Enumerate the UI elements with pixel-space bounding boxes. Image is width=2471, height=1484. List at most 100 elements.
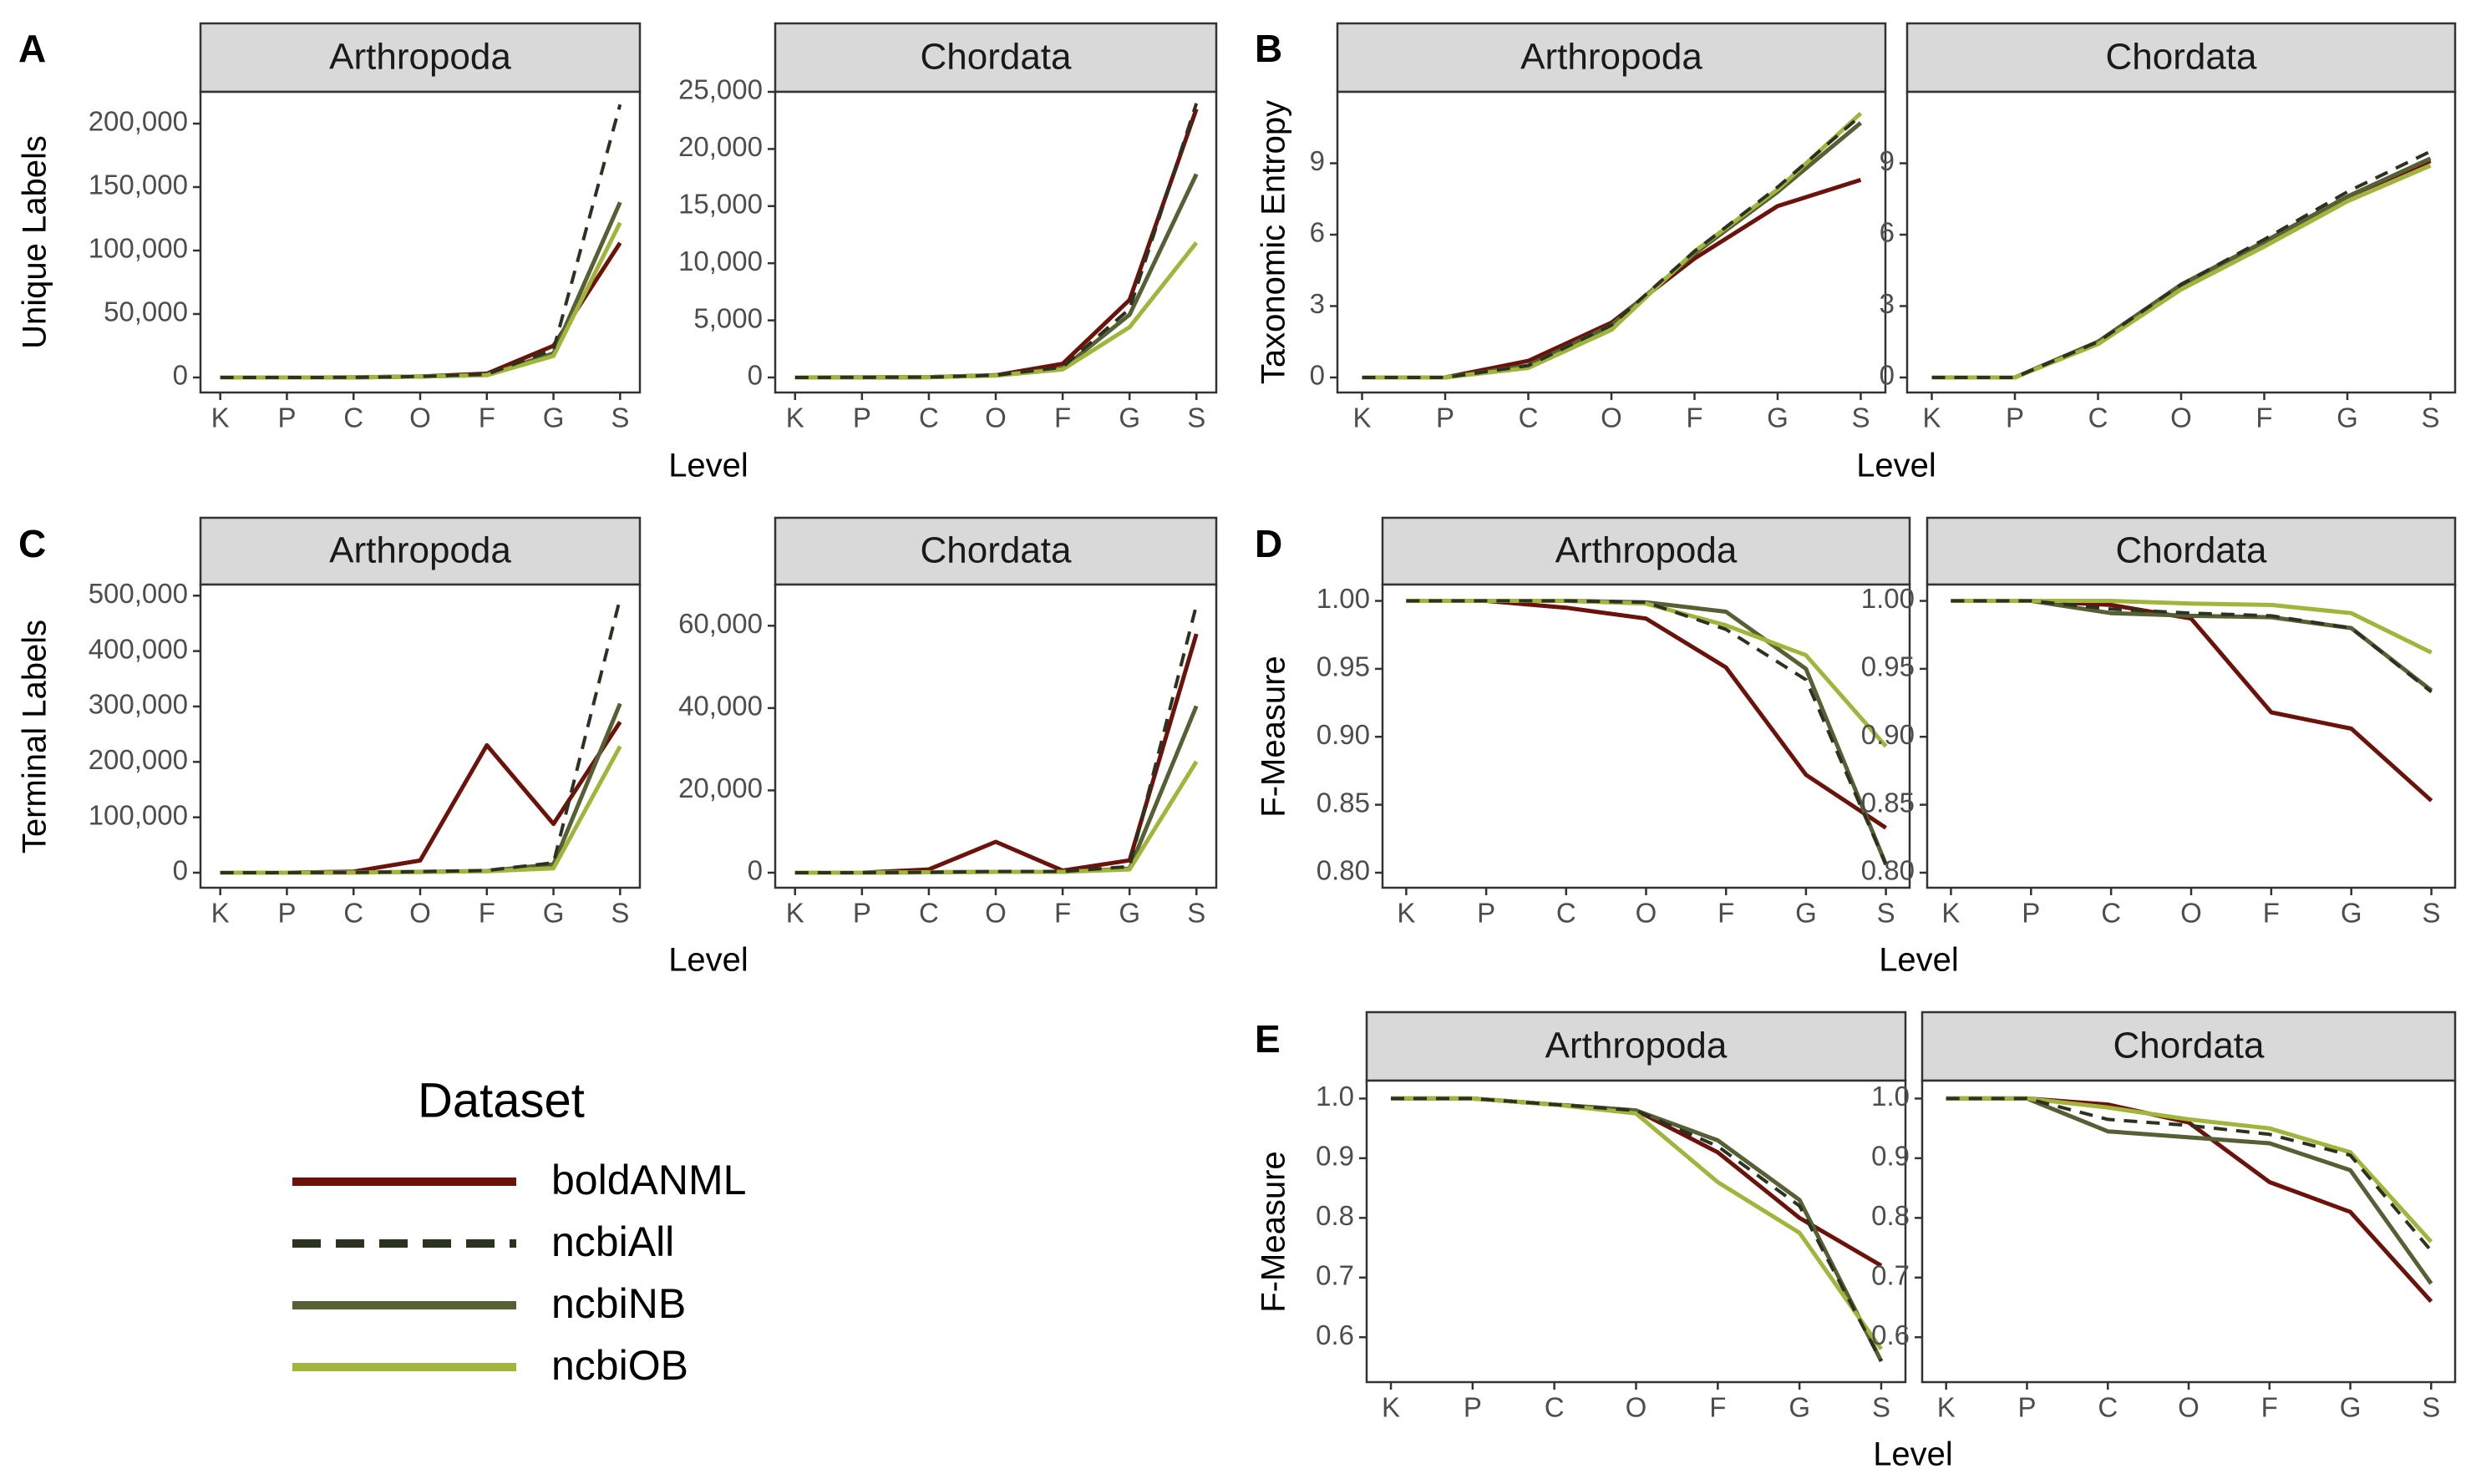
y-tick-label: 5,000 <box>693 302 763 333</box>
y-tick-label: 60,000 <box>678 608 763 639</box>
series-line-ncbiob <box>220 745 622 875</box>
y-tick-label: 0.85 <box>1317 787 1370 818</box>
plot-area <box>1926 583 2457 889</box>
x-tick-label: S <box>1877 898 1895 929</box>
facet-chordata: Chordata 0.80 0.85 0.90 0.95 1.00 K P C O F G S <box>1861 516 2457 929</box>
x-tick-label: K <box>1923 403 1941 433</box>
facet-strip-label: Chordata <box>2113 1026 2265 1066</box>
x-tick-label: C <box>343 898 363 929</box>
x-tick-label: S <box>611 898 629 929</box>
x-axis-title: Level <box>1873 1436 1953 1473</box>
x-tick-label: F <box>1054 898 1071 929</box>
x-axis-title: Level <box>668 942 748 979</box>
facet-arthropoda: Arthropoda 0 50,000 100,000 150,000 200,000 K P… <box>89 22 642 433</box>
series-line-ncbiall <box>1406 599 1888 865</box>
x-tick-label: G <box>2340 1392 2362 1423</box>
series-line-ncbiob <box>220 221 622 380</box>
facet-strip-label: Arthropoda <box>1555 530 1738 571</box>
legend-label-ncbiob: ncbiOB <box>551 1342 688 1389</box>
x-axis-title: Level <box>1879 942 1959 979</box>
x-tick-label: O <box>1601 403 1622 433</box>
x-tick-label: O <box>1626 1392 1647 1423</box>
facet-strip-label: Arthropoda <box>1520 37 1702 78</box>
x-tick-label: O <box>409 898 431 929</box>
y-axis-title: F-Measure <box>1256 1151 1292 1312</box>
y-tick-label: 200,000 <box>89 106 188 137</box>
y-tick-label: 10,000 <box>678 246 763 276</box>
y-tick-label: 0.9 <box>1316 1141 1354 1172</box>
x-tick-label: P <box>853 898 871 929</box>
series-line-ncbiall <box>1946 1097 2433 1252</box>
series-line-ncbiall <box>1931 149 2432 379</box>
y-tick-label: 9 <box>1880 145 1895 176</box>
y-tick-label: 25,000 <box>678 74 763 105</box>
x-axis-title: Level <box>668 448 748 484</box>
x-tick-label: O <box>409 403 431 433</box>
x-tick-label: P <box>1477 898 1495 929</box>
y-tick-label: 0 <box>748 855 763 886</box>
y-tick-label: 20,000 <box>678 131 763 162</box>
x-tick-label: P <box>1436 403 1454 433</box>
y-axis-title: Unique Labels <box>17 135 53 349</box>
x-tick-label: O <box>1636 898 1657 929</box>
facet-arthropoda: Arthropoda 0 3 6 9 K P C O F G S <box>1310 22 1887 433</box>
y-tick-label: 1.00 <box>1861 583 1915 614</box>
y-tick-label: 0.7 <box>1871 1260 1910 1291</box>
legend-label-boldanml: boldANML <box>551 1157 746 1203</box>
facet-strip-label: Arthropoda <box>1545 1026 1728 1066</box>
series-line-ncbiall <box>1391 1097 1883 1362</box>
y-tick-label: 400,000 <box>89 633 188 664</box>
x-tick-label: G <box>1789 1392 1810 1423</box>
series-line-ncbiall <box>1362 114 1862 379</box>
facet-strip <box>1381 516 1911 586</box>
plot-area <box>1336 90 1887 394</box>
y-tick-label: 0.80 <box>1861 855 1915 886</box>
y-tick-label: 3 <box>1880 288 1895 319</box>
x-tick-label: S <box>1851 403 1870 433</box>
x-tick-label: K <box>786 898 804 929</box>
y-tick-label: 6 <box>1310 217 1325 248</box>
x-tick-label: G <box>2337 403 2358 433</box>
y-tick-label: 500,000 <box>89 578 188 609</box>
facet-strip <box>774 516 1218 586</box>
facet-chordata: Chordata 0 5,000 10,000 15,000 20,000 25,000 K P… <box>678 22 1218 433</box>
x-tick-label: S <box>1187 403 1205 433</box>
x-tick-label: K <box>211 898 230 929</box>
x-tick-label: C <box>1519 403 1539 433</box>
x-tick-label: F <box>2263 898 2280 929</box>
facet-strip <box>1336 22 1887 94</box>
facet-strip <box>1365 1010 1907 1082</box>
y-tick-label: 20,000 <box>678 772 763 803</box>
y-tick-label: 0 <box>748 360 763 391</box>
y-tick-label: 100,000 <box>89 233 188 264</box>
panel-letter-b: B <box>1255 27 1282 70</box>
x-tick-label: O <box>2178 1392 2200 1423</box>
plot-area <box>199 90 642 394</box>
x-tick-label: G <box>2341 898 2362 929</box>
x-tick-label: P <box>853 403 871 433</box>
x-tick-label: F <box>1709 1392 1726 1423</box>
series-line-ncbiob <box>794 760 1199 875</box>
x-tick-label: C <box>2101 898 2121 929</box>
x-tick-label: P <box>2006 403 2024 433</box>
facet-strip <box>774 22 1218 94</box>
x-tick-label: F <box>1054 403 1071 433</box>
y-axis-title: Terminal Labels <box>17 620 53 853</box>
y-tick-label: 300,000 <box>89 689 188 720</box>
x-tick-label: O <box>2180 898 2202 929</box>
legend-label-ncbiall: ncbiAll <box>551 1218 674 1265</box>
y-tick-label: 0 <box>1880 360 1895 391</box>
series-line-ncbiob <box>1362 111 1863 380</box>
x-tick-label: G <box>543 898 565 929</box>
x-tick-label: C <box>919 403 939 433</box>
y-tick-label: 0.95 <box>1317 651 1370 682</box>
y-tick-label: 1.0 <box>1871 1081 1910 1112</box>
legend-label-ncbinb: ncbiNB <box>551 1280 686 1327</box>
y-tick-label: 0.6 <box>1871 1319 1910 1350</box>
legend: Dataset boldANML ncbiAll ncbiNB ncbiOB <box>292 1073 746 1389</box>
x-tick-label: K <box>786 403 804 433</box>
facet-chordata: Chordata 0 20,000 40,000 60,000 K P C O F G S <box>678 516 1218 929</box>
x-tick-label: S <box>2423 898 2441 929</box>
x-tick-label: F <box>2255 403 2272 433</box>
y-tick-label: 0 <box>173 855 188 886</box>
